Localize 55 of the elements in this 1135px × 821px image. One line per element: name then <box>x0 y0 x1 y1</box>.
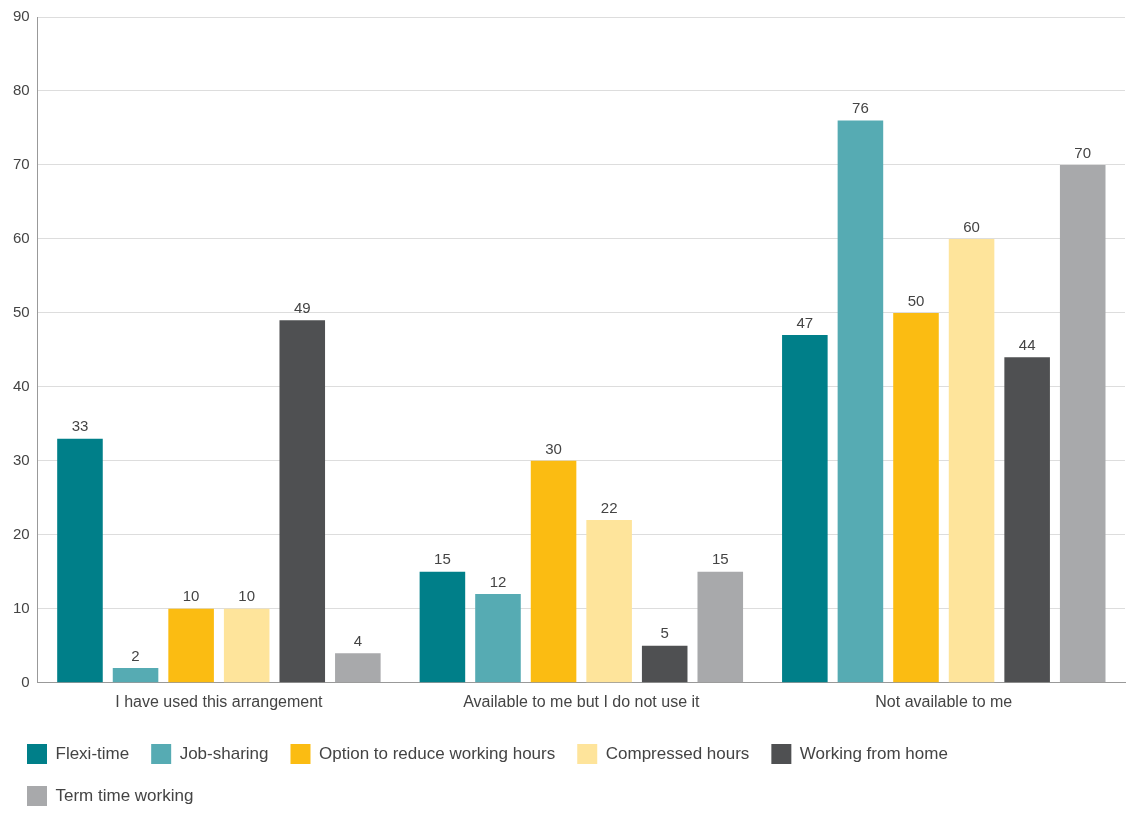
bar <box>168 608 214 683</box>
y-tick-label: 50 <box>13 303 30 321</box>
x-tick-label: Not available to me <box>875 692 1013 710</box>
bar <box>1004 357 1050 683</box>
data-label: 12 <box>489 572 507 590</box>
bar <box>223 608 270 683</box>
data-label: 33 <box>71 417 89 435</box>
data-label: 30 <box>545 439 562 457</box>
bar <box>586 520 632 683</box>
y-tick-label: 60 <box>13 229 30 247</box>
legend-label: Flexi-time <box>55 743 130 763</box>
data-label: 47 <box>796 313 814 331</box>
data-label: 49 <box>293 298 311 316</box>
bar <box>893 312 939 683</box>
data-label: 10 <box>238 587 256 605</box>
legend-label: Compressed hours <box>605 743 750 763</box>
y-tick-label: 80 <box>13 81 30 99</box>
data-label: 5 <box>660 624 669 642</box>
y-tick-label: 20 <box>13 524 30 542</box>
data-label: 15 <box>711 550 729 568</box>
data-label: 15 <box>434 550 451 568</box>
bar <box>475 594 521 683</box>
y-tick-label: 70 <box>13 155 30 173</box>
bar <box>948 238 995 683</box>
data-label: 2 <box>131 646 140 664</box>
data-label: 70 <box>1074 143 1092 161</box>
legend-label: Job-sharing <box>179 743 269 763</box>
bar <box>641 645 688 683</box>
y-tick-label: 40 <box>13 377 30 395</box>
bar <box>782 335 828 683</box>
data-label: 4 <box>353 631 363 649</box>
data-label: 76 <box>852 99 869 117</box>
bar <box>697 571 744 683</box>
y-tick-label: 90 <box>13 7 30 25</box>
y-tick-label: 10 <box>13 598 30 616</box>
data-label: 60 <box>963 217 980 235</box>
bar <box>57 438 103 683</box>
data-label: 10 <box>182 587 200 605</box>
legend-label: Term time working <box>55 785 194 805</box>
bar <box>1059 164 1106 683</box>
x-tick-label: I have used this arrangement <box>115 692 324 710</box>
legend-label: Option to reduce working hours <box>319 743 556 763</box>
y-tick-label: 30 <box>13 451 30 469</box>
bar <box>530 460 577 683</box>
bar <box>112 668 159 683</box>
x-tick-label: Available to me but I do not use it <box>463 692 701 710</box>
data-label: 50 <box>907 291 925 309</box>
data-label: 44 <box>1018 335 1036 353</box>
bar <box>335 653 381 683</box>
data-label: 22 <box>600 498 618 516</box>
y-tick-label: 0 <box>21 672 30 690</box>
bar <box>837 120 884 683</box>
legend-label: Working from home <box>799 743 948 763</box>
bar <box>279 320 326 683</box>
bar <box>419 571 466 683</box>
